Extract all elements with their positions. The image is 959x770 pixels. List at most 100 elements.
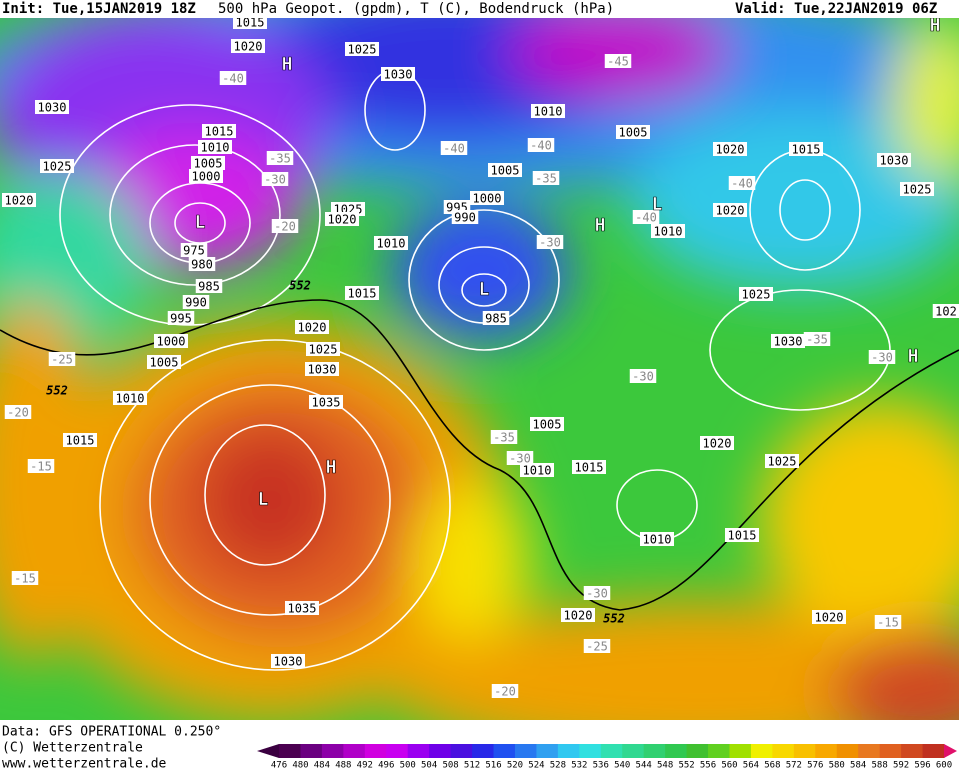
pressure-label: 1025 bbox=[309, 343, 338, 357]
pressure-center: L bbox=[258, 489, 269, 510]
colorbar-label: 476 bbox=[271, 761, 287, 770]
colorbar-label: 572 bbox=[786, 761, 802, 770]
pressure-label-box bbox=[167, 311, 195, 325]
pressure-label-box bbox=[812, 610, 846, 624]
pressure-label-box bbox=[530, 417, 564, 431]
colorbar-swatch bbox=[815, 744, 838, 758]
pressure-label: 1010 bbox=[643, 533, 672, 547]
temperature-label: -35 bbox=[806, 333, 828, 347]
colorbar-label: 492 bbox=[357, 761, 373, 770]
colorbar-swatch bbox=[279, 744, 301, 758]
colorbar-label: 496 bbox=[378, 761, 394, 770]
colorbar-swatch bbox=[686, 744, 709, 758]
pressure-label-box bbox=[40, 159, 74, 173]
temperature-label: -30 bbox=[509, 452, 531, 466]
pressure-label-box bbox=[198, 140, 232, 154]
geopotential-label: 552 bbox=[46, 384, 68, 398]
colorbar-swatch bbox=[622, 744, 645, 758]
pressure-label-box bbox=[180, 243, 208, 257]
temperature-label: -40 bbox=[443, 142, 465, 156]
temperature-label-box bbox=[629, 369, 657, 383]
colorbar-swatch bbox=[793, 744, 816, 758]
pressure-label-box bbox=[572, 460, 606, 474]
pressure-label-box bbox=[789, 142, 823, 156]
temperature-label: -20 bbox=[7, 406, 29, 420]
pressure-label-box bbox=[725, 528, 759, 542]
colorbar-label: 600 bbox=[936, 761, 952, 770]
colorbar-end bbox=[944, 744, 957, 758]
colorbar-end bbox=[257, 744, 279, 758]
colorbar-label: 540 bbox=[614, 761, 630, 770]
colorbar-swatch bbox=[643, 744, 666, 758]
pressure-label: 1025 bbox=[768, 455, 797, 469]
pressure-label: 1035 bbox=[312, 396, 341, 410]
temperature-label: -40 bbox=[222, 72, 244, 86]
temperature-label: -30 bbox=[586, 587, 608, 601]
colorbar-swatch bbox=[772, 744, 795, 758]
temperature-label-box bbox=[527, 138, 555, 152]
colorbar-label: 568 bbox=[764, 761, 780, 770]
colorbar-swatch bbox=[472, 744, 495, 758]
pressure-label: 975 bbox=[183, 244, 205, 258]
temperature-label-box bbox=[536, 235, 564, 249]
pressure-label: 102 bbox=[935, 305, 957, 319]
pressure-label: 1020 bbox=[298, 321, 327, 335]
colorbar-label: 520 bbox=[507, 761, 523, 770]
colorbar-label: 528 bbox=[550, 761, 566, 770]
pressure-label: 1030 bbox=[774, 335, 803, 349]
pressure-label-box bbox=[482, 311, 510, 325]
pressure-label: 1030 bbox=[274, 655, 303, 669]
colorbar-swatch bbox=[364, 744, 387, 758]
pressure-label: 1010 bbox=[654, 225, 683, 239]
pressure-label-box bbox=[616, 125, 650, 139]
temperature-label: -20 bbox=[494, 685, 516, 699]
pressure-label: 1020 bbox=[703, 437, 732, 451]
temperature-label: -45 bbox=[607, 55, 629, 69]
pressure-label-box bbox=[285, 601, 319, 615]
pressure-label: 1015 bbox=[728, 529, 757, 543]
temperature-label-box bbox=[604, 54, 632, 68]
pressure-label: 1015 bbox=[66, 434, 95, 448]
colorbar-label: 560 bbox=[721, 761, 737, 770]
colorbar-label: 596 bbox=[914, 761, 930, 770]
pressure-label-box bbox=[374, 236, 408, 250]
pressure-label: 1020 bbox=[328, 213, 357, 227]
pressure-label: 1020 bbox=[815, 611, 844, 625]
pressure-label: 1025 bbox=[742, 288, 771, 302]
colorbar-label: 580 bbox=[829, 761, 845, 770]
pressure-center: L bbox=[652, 194, 663, 215]
pressure-label: 1005 bbox=[150, 356, 179, 370]
pressure-label: 1030 bbox=[384, 68, 413, 82]
valid-text: Valid: Tue,22JAN2019 06Z bbox=[735, 1, 937, 17]
pressure-label-box bbox=[305, 362, 339, 376]
pressure-label: 1010 bbox=[534, 105, 563, 119]
pressure-label: 1020 bbox=[716, 204, 745, 218]
colorbar-swatch bbox=[450, 744, 473, 758]
pressure-label: 1015 bbox=[575, 461, 604, 475]
pressure-label-box bbox=[325, 212, 359, 226]
colorbar-label: 484 bbox=[314, 761, 330, 770]
pressure-center: H bbox=[326, 457, 337, 478]
pressure-label: 1000 bbox=[192, 170, 221, 184]
colorbar: 476 480 484 488 492 496 500 504 508 512 516 520 524 5… bbox=[257, 744, 957, 770]
colorbar-swatch bbox=[600, 744, 623, 758]
pressure-label-box bbox=[147, 355, 181, 369]
colorbar-label: 500 bbox=[400, 761, 416, 770]
temperature-label-box bbox=[532, 171, 560, 185]
temperature-label-box bbox=[266, 151, 294, 165]
colorbar-label: 488 bbox=[335, 761, 351, 770]
pressure-label: 1005 bbox=[491, 164, 520, 178]
colorbar-swatch bbox=[386, 744, 409, 758]
pressure-center: H bbox=[908, 346, 919, 367]
temperature-label: -25 bbox=[586, 640, 608, 654]
pressure-label: 1005 bbox=[194, 157, 223, 171]
colorbar-label: 556 bbox=[700, 761, 716, 770]
pressure-label-box bbox=[877, 153, 911, 167]
pressure-label: 1005 bbox=[533, 418, 562, 432]
pressure-label-box bbox=[640, 532, 674, 546]
pressure-label: 980 bbox=[191, 258, 213, 272]
pressure-label: 985 bbox=[485, 312, 507, 326]
